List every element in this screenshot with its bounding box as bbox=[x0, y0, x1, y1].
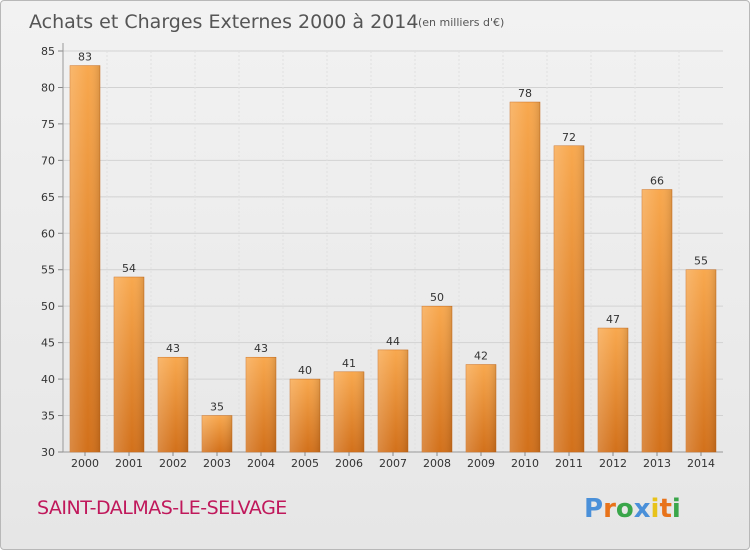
y-tick-label-40: 40 bbox=[41, 373, 55, 386]
y-tick-label-65: 65 bbox=[41, 191, 55, 204]
x-tick-label-2004: 2004 bbox=[247, 457, 275, 470]
data-label-2011: 72 bbox=[562, 131, 576, 144]
data-labels: 83 54 43 35 43 40 41 44 50 42 78 72 47 66 55 bbox=[78, 51, 708, 414]
y-tick-label-30: 30 bbox=[41, 446, 55, 459]
logo-letter: i bbox=[651, 494, 660, 524]
x-tick-label-2011: 2011 bbox=[555, 457, 583, 470]
chart-unit: (en milliers d'€) bbox=[418, 16, 504, 29]
bars bbox=[69, 65, 717, 453]
y-tick-label-35: 35 bbox=[41, 410, 55, 423]
data-label-2009: 42 bbox=[474, 350, 488, 363]
x-tick-label-2001: 2001 bbox=[115, 457, 143, 470]
data-label-2004: 43 bbox=[254, 342, 268, 355]
data-label-2007: 44 bbox=[386, 335, 400, 348]
data-label-2012: 47 bbox=[606, 313, 620, 326]
proxiti-logo: Proxiti bbox=[584, 494, 681, 524]
y-tick-label-85: 85 bbox=[41, 45, 55, 58]
logo-letter: x bbox=[634, 494, 651, 524]
data-label-2014: 55 bbox=[694, 255, 708, 268]
bar-shade-2007 bbox=[378, 349, 408, 452]
x-tick-label-2010: 2010 bbox=[511, 457, 539, 470]
bar-shade-2005 bbox=[290, 379, 320, 452]
x-tick-label-2005: 2005 bbox=[291, 457, 319, 470]
data-label-2002: 43 bbox=[166, 342, 180, 355]
x-tick-label-2002: 2002 bbox=[159, 457, 187, 470]
chart-title: Achats et Charges Externes 2000 à 2014 bbox=[29, 11, 418, 33]
y-tick-label-55: 55 bbox=[41, 264, 55, 277]
bar-shade-2012 bbox=[598, 328, 628, 452]
bar-shade-2009 bbox=[466, 364, 496, 452]
logo-letter: t bbox=[659, 494, 671, 524]
y-tick-labels: 30 35 40 45 50 55 60 65 70 75 80 85 bbox=[41, 45, 55, 459]
bar-shade-2014 bbox=[686, 269, 716, 452]
bar-shade-2011 bbox=[554, 145, 584, 453]
commune-name: SAINT-DALMAS-LE-SELVAGE bbox=[37, 497, 287, 519]
x-tick-label-2009: 2009 bbox=[467, 457, 495, 470]
x-tick-label-2007: 2007 bbox=[379, 457, 407, 470]
svg-text:Proxiti: Proxiti bbox=[584, 494, 681, 524]
bar-shade-2008 bbox=[422, 306, 452, 452]
bar-shade-2004 bbox=[246, 357, 276, 452]
bar-shade-2003 bbox=[202, 415, 232, 452]
logo-letter: i bbox=[672, 494, 681, 524]
data-label-2006: 41 bbox=[342, 357, 356, 370]
data-label-2001: 54 bbox=[122, 262, 136, 275]
x-tick-label-2000: 2000 bbox=[71, 457, 99, 470]
bar-shade-2013 bbox=[642, 189, 672, 452]
data-label-2000: 83 bbox=[78, 51, 92, 64]
data-label-2005: 40 bbox=[298, 364, 312, 377]
bar-shade-2000 bbox=[70, 65, 100, 452]
x-tick-label-2003: 2003 bbox=[203, 457, 231, 470]
logo-letter: r bbox=[603, 494, 616, 524]
logo-letter: o bbox=[616, 494, 634, 524]
logo-letter: P bbox=[584, 494, 603, 524]
bar-shade-2001 bbox=[114, 277, 144, 452]
y-tick-label-60: 60 bbox=[41, 227, 55, 240]
bar-shade-2010 bbox=[510, 102, 540, 452]
data-label-2003: 35 bbox=[210, 401, 224, 414]
x-tick-label-2012: 2012 bbox=[599, 457, 627, 470]
y-tick-label-70: 70 bbox=[41, 154, 55, 167]
y-tick-label-80: 80 bbox=[41, 81, 55, 94]
data-label-2013: 66 bbox=[650, 175, 664, 188]
x-tick-label-2013: 2013 bbox=[643, 457, 671, 470]
y-tick-label-50: 50 bbox=[41, 300, 55, 313]
data-label-2008: 50 bbox=[430, 291, 444, 304]
data-label-2010: 78 bbox=[518, 87, 532, 100]
y-tick-label-45: 45 bbox=[41, 337, 55, 350]
x-tick-labels: 2000 2001 2002 2003 2004 2005 2006 2007 2008 2009… bbox=[71, 457, 715, 470]
x-tick-label-2006: 2006 bbox=[335, 457, 363, 470]
x-tick-label-2014: 2014 bbox=[687, 457, 715, 470]
grid bbox=[63, 50, 723, 453]
bar-shade-2006 bbox=[334, 371, 364, 452]
y-tick-label-75: 75 bbox=[41, 118, 55, 131]
x-tick-label-2008: 2008 bbox=[423, 457, 451, 470]
bar-shade-2002 bbox=[158, 357, 188, 452]
